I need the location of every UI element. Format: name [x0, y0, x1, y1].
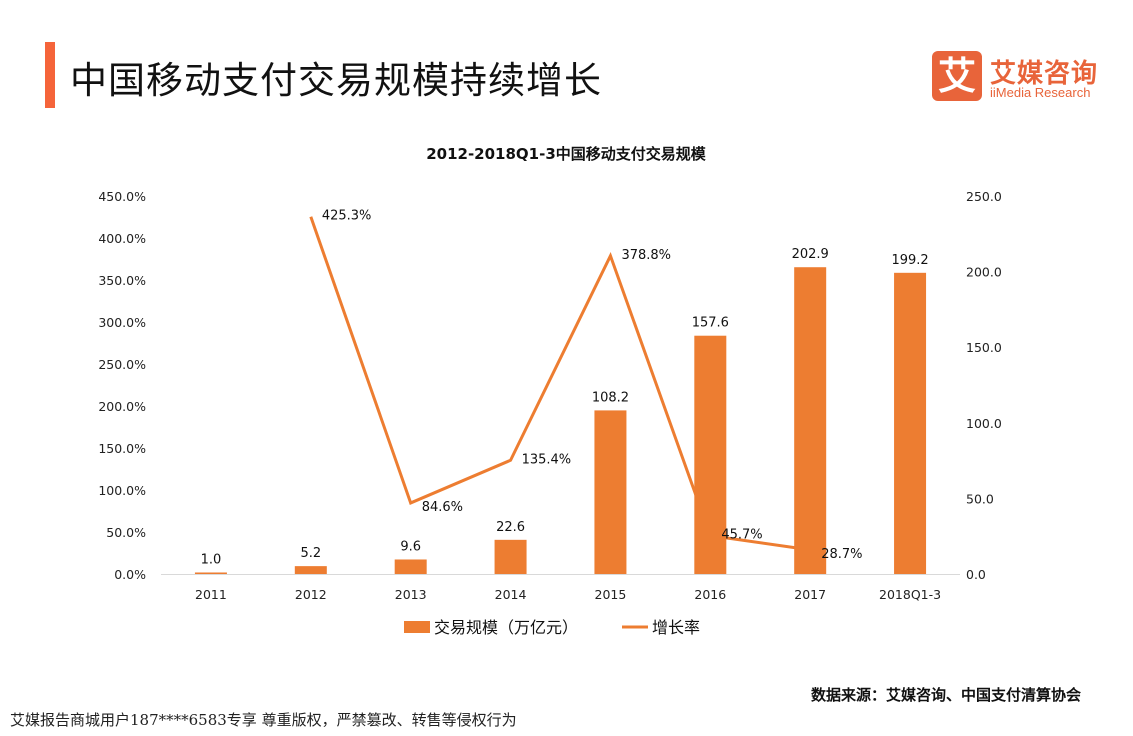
left-axis-tick: 50.0% — [106, 525, 146, 540]
x-axis-tick: 2014 — [495, 587, 527, 602]
legend-bar-label: 交易规模（万亿元） — [434, 618, 578, 637]
left-axis-tick: 200.0% — [98, 399, 146, 414]
right-axis-tick: 250.0 — [966, 189, 1002, 204]
right-axis-tick: 0.0 — [966, 567, 986, 582]
bar-2012 — [294, 566, 327, 574]
left-axis-tick: 100.0% — [98, 483, 146, 498]
bar-label: 199.2 — [891, 253, 928, 268]
legend-line-label: 增长率 — [652, 618, 700, 637]
bar-label: 108.2 — [592, 390, 629, 405]
left-axis-tick: 300.0% — [98, 315, 146, 330]
right-axis-tick: 100.0 — [966, 416, 1002, 431]
watermark: 艾媒报告商城用户187****6583专享 尊重版权，严禁篡改、转售等侵权行为 — [10, 711, 517, 729]
bar-2016 — [694, 335, 727, 574]
x-axis-tick: 2017 — [794, 587, 826, 602]
line-label: 378.8% — [621, 248, 671, 263]
bar-2013 — [394, 559, 427, 574]
logo-cn: 艾媒咨询 — [990, 59, 1099, 89]
title-accent-bar — [45, 42, 55, 108]
x-axis-tick: 2013 — [395, 587, 427, 602]
bar-2014 — [494, 539, 527, 574]
bar-2011 — [194, 572, 227, 574]
left-axis-tick: 150.0% — [98, 441, 146, 456]
right-axis-tick: 200.0 — [966, 265, 1002, 280]
line-label: 425.3% — [322, 209, 372, 224]
bar-label: 9.6 — [400, 539, 421, 554]
right-axis-tick: 50.0 — [966, 491, 994, 506]
bar-2017 — [794, 267, 827, 574]
left-axis-tick: 450.0% — [98, 189, 146, 204]
line-label: 45.7% — [721, 528, 762, 543]
right-axis-tick: 150.0 — [966, 340, 1002, 355]
x-axis-tick: 2016 — [694, 587, 726, 602]
line-label: 135.4% — [522, 452, 572, 467]
page-title: 中国移动支付交易规模持续增长 — [70, 59, 602, 102]
x-axis-tick: 2012 — [295, 587, 327, 602]
left-axis-tick: 400.0% — [98, 231, 146, 246]
line-label: 84.6% — [422, 500, 463, 515]
bar-2018Q1-3 — [894, 272, 927, 574]
growth-rate-line — [309, 216, 811, 552]
legend-bar-swatch — [404, 621, 430, 633]
bar-2015 — [594, 410, 627, 574]
x-axis-tick: 2015 — [595, 587, 627, 602]
line-label: 28.7% — [821, 547, 862, 562]
chart-title: 2012-2018Q1-3中国移动支付交易规模 — [426, 145, 707, 163]
bar-label: 157.6 — [692, 316, 729, 331]
bar-label: 202.9 — [792, 247, 829, 262]
logo-icon: 艾 — [932, 51, 982, 101]
data-source: 数据来源：艾媒咨询、中国支付清算协会 — [810, 686, 1081, 704]
logo: 艾 艾媒咨询 iiMedia Research — [932, 51, 1112, 101]
logo-en: iiMedia Research — [990, 85, 1091, 100]
left-axis-tick: 250.0% — [98, 357, 146, 372]
left-axis-tick: 0.0% — [114, 567, 146, 582]
bar-label: 22.6 — [496, 520, 525, 535]
bar-label: 5.2 — [300, 546, 321, 561]
bar-label: 1.0 — [201, 552, 222, 567]
x-axis-tick: 2018Q1-3 — [879, 587, 941, 602]
x-axis-tick: 2011 — [195, 587, 227, 602]
left-axis-tick: 350.0% — [98, 273, 146, 288]
